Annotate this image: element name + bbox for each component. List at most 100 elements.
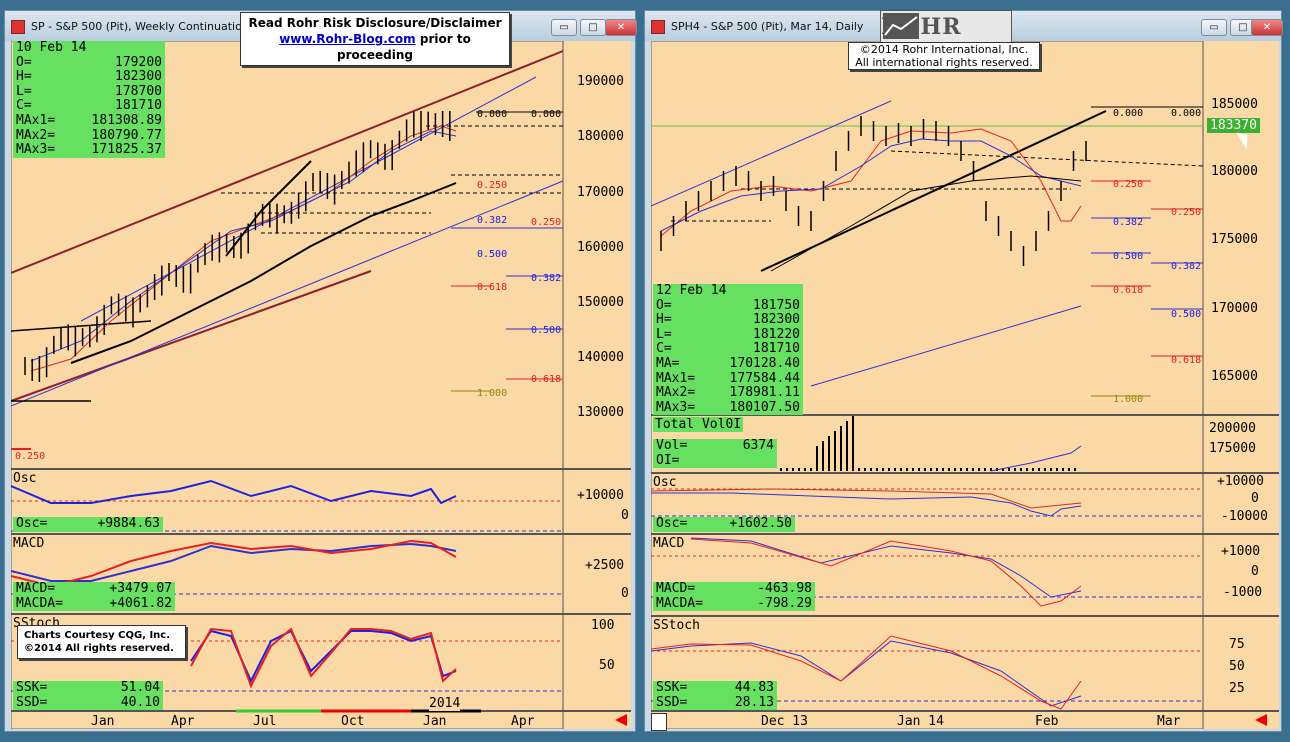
- x-axis-label: Apr: [171, 714, 195, 729]
- sstoch-readout: SSK= 51.04 SSD= 40.10: [13, 680, 163, 711]
- weekly-chart-window[interactable]: SP - S&P 500 (Pit), Weekly Continuation …: [4, 10, 637, 732]
- osc-tick-label: +10000: [577, 488, 624, 503]
- price-tick-label: 185000: [1211, 97, 1258, 112]
- volume-readout: Vol= 6374 OI=: [653, 438, 777, 469]
- readout-key: MAx2=: [16, 127, 56, 143]
- readout-row: MA= 170128.40: [656, 355, 800, 372]
- price-tick-label: 170000: [1211, 301, 1258, 316]
- price-tick-label: 190000: [577, 74, 624, 89]
- price-tick-label: 180000: [1211, 164, 1258, 179]
- readout-key: 12 Feb 14: [656, 283, 727, 298]
- readout-key: MAx3=: [16, 142, 56, 158]
- close-button[interactable]: ✕: [605, 19, 637, 36]
- readout-value: +1602.50: [729, 516, 792, 531]
- readout-row: L= 181220: [656, 326, 800, 343]
- x-axis-label: Jan 14: [897, 714, 944, 729]
- readout-key: SSK=: [16, 680, 48, 695]
- courtesy-notice: Charts Courtesy CQG, Inc. ©2014 All righ…: [17, 625, 186, 659]
- x-axis-label: Oct: [341, 714, 365, 729]
- x-axis-label: Dec 13: [761, 714, 808, 729]
- readout-row: C= 181710: [656, 342, 800, 357]
- disclaimer-notice[interactable]: Read Rohr Risk Disclosure/Disclaimer www…: [240, 12, 510, 66]
- osc-tick-label: 0: [621, 508, 629, 523]
- readout-value: -798.29: [757, 595, 812, 611]
- fib-label: 0.382: [1113, 217, 1144, 228]
- scroll-left-arrow-icon[interactable]: [615, 714, 627, 726]
- readout-value: 40.10: [120, 694, 160, 710]
- readout-value: 181750: [753, 297, 800, 313]
- window-title: SP - S&P 500 (Pit), Weekly Continuation: [31, 20, 249, 33]
- fib-label: 0.250: [477, 180, 508, 191]
- readout-key: MACD=: [16, 581, 56, 596]
- window-title: SPH4 - S&P 500 (Pit), Mar 14, Daily: [671, 20, 864, 33]
- price-tick-label: 130000: [577, 405, 624, 420]
- readout-row: SSK= 51.04: [16, 680, 160, 696]
- osc-pane-label: Osc: [653, 475, 677, 490]
- minimize-button[interactable]: ▭: [551, 19, 577, 36]
- price-tick-label: 175000: [1211, 232, 1258, 247]
- readout-value: 181308.89: [91, 112, 162, 128]
- macd-tick-label: 0: [621, 586, 629, 601]
- readout-key: O=: [16, 54, 32, 70]
- fib-label: 0.500: [531, 325, 562, 336]
- readout-row: SSD= 40.10: [16, 694, 160, 711]
- readout-row: MAx3= 171825.37: [16, 143, 162, 158]
- fib-label: 0.000: [477, 109, 508, 120]
- minimize-button[interactable]: ▭: [1201, 19, 1227, 36]
- readout-row: MACDA= -798.29: [656, 595, 812, 612]
- readout-value: +3479.07: [109, 581, 172, 596]
- maximize-button[interactable]: □: [580, 19, 606, 36]
- x-axis-label: Jan: [423, 714, 447, 729]
- x-axis-label: Feb: [1035, 714, 1059, 729]
- volume-tick-label: 175000: [1209, 441, 1256, 456]
- disclaimer-line: Read Rohr Risk Disclosure/Disclaimer: [248, 16, 502, 30]
- daily-chart[interactable]: 12 Feb 14 O= 181750 H= 182300 L= 181220 C= 18171…: [651, 41, 1279, 731]
- fib-label: 0.250: [1113, 179, 1144, 190]
- readout-key: L=: [656, 326, 672, 342]
- readout-row: SSD= 28.13: [656, 694, 774, 711]
- readout-key: MA=: [656, 355, 680, 371]
- weekly-ohlc-readout: 10 Feb 14 O= 179200 H= 182300 L= 178700 C= 18171…: [13, 40, 165, 158]
- readout-row: SSK= 44.83: [656, 680, 774, 696]
- scroll-handle[interactable]: [651, 713, 667, 731]
- readout-value: 181220: [753, 326, 800, 342]
- fib-label: 0.500: [1171, 309, 1202, 320]
- readout-value: -463.98: [757, 581, 812, 596]
- fib-label: 0.618: [1171, 355, 1202, 366]
- fib-label: 0.382: [477, 215, 508, 226]
- disclaimer-line: prior to proceeding: [337, 32, 471, 62]
- readout-row: L= 178700: [16, 84, 162, 100]
- readout-row: 10 Feb 14: [16, 40, 162, 56]
- readout-value: 171825.37: [91, 142, 162, 158]
- volume-pane-label: Total Vol0I: [653, 417, 744, 432]
- fib-label: 0.250: [1171, 207, 1202, 218]
- sstoch-readout: SSK= 44.83 SSD= 28.13: [653, 680, 777, 711]
- fib-label: 0.500: [477, 249, 508, 260]
- close-button[interactable]: ✕: [1251, 19, 1283, 36]
- weekly-chart[interactable]: 10 Feb 14 O= 179200 H= 182300 L= 178700 C= 18171…: [11, 40, 631, 729]
- fib-label: 0.000: [531, 109, 562, 120]
- fib-label: 0.000: [1113, 108, 1144, 119]
- blog-link[interactable]: www.Rohr-Blog.com: [279, 32, 416, 46]
- year-label: 2014: [429, 696, 461, 711]
- daily-chart-window[interactable]: SPH4 - S&P 500 (Pit), Mar 14, Daily ▭ □ …: [644, 10, 1283, 732]
- scroll-left-arrow-icon[interactable]: [1255, 714, 1267, 726]
- readout-row: Osc= +9884.63: [16, 516, 160, 532]
- macd-tick-label: +2500: [585, 558, 625, 573]
- readout-row: O= 181750: [656, 297, 800, 314]
- maximize-button[interactable]: □: [1230, 19, 1256, 36]
- macd-tick-label: 0: [1251, 564, 1259, 579]
- fib-label: 0.382: [531, 273, 562, 284]
- readout-key: Osc=: [656, 516, 688, 531]
- x-axis-label: Jul: [253, 714, 277, 729]
- readout-value: 179200: [115, 54, 162, 70]
- fib-label: 0.000: [1171, 108, 1202, 119]
- readout-value: 28.13: [734, 694, 774, 710]
- sstoch-tick-label: 50: [1229, 659, 1245, 674]
- readout-row: O= 179200: [16, 54, 162, 71]
- logo-mark-icon: [883, 13, 919, 39]
- x-axis-label: Jan: [91, 714, 115, 729]
- readout-key: H=: [656, 312, 672, 328]
- readout-value: 177584.44: [729, 370, 800, 386]
- readout-row: H= 182300: [656, 313, 800, 328]
